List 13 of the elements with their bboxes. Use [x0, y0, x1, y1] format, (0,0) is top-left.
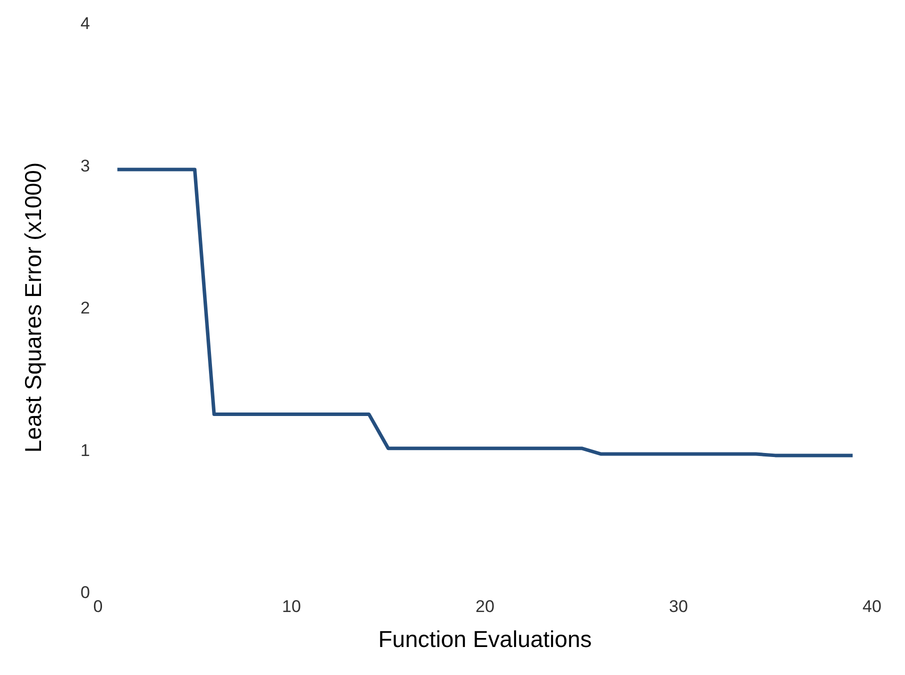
y-tick-label: 0	[80, 583, 90, 602]
y-tick-label: 4	[80, 14, 90, 34]
x-tick-label: 10	[282, 597, 301, 616]
x-tick-label: 30	[669, 597, 688, 616]
x-axis-title: Function Evaluations	[378, 626, 592, 652]
y-tick-label: 2	[80, 298, 90, 318]
x-tick-label: 40	[862, 597, 882, 616]
x-tick-label: 20	[476, 597, 494, 616]
y-tick-label: 1	[80, 440, 90, 460]
y-tick-label: 3	[80, 156, 90, 176]
line-series	[116, 168, 854, 458]
y-axis-title: Least Squares Error (x1000)	[20, 162, 46, 453]
x-tick-label: 0	[93, 597, 103, 616]
